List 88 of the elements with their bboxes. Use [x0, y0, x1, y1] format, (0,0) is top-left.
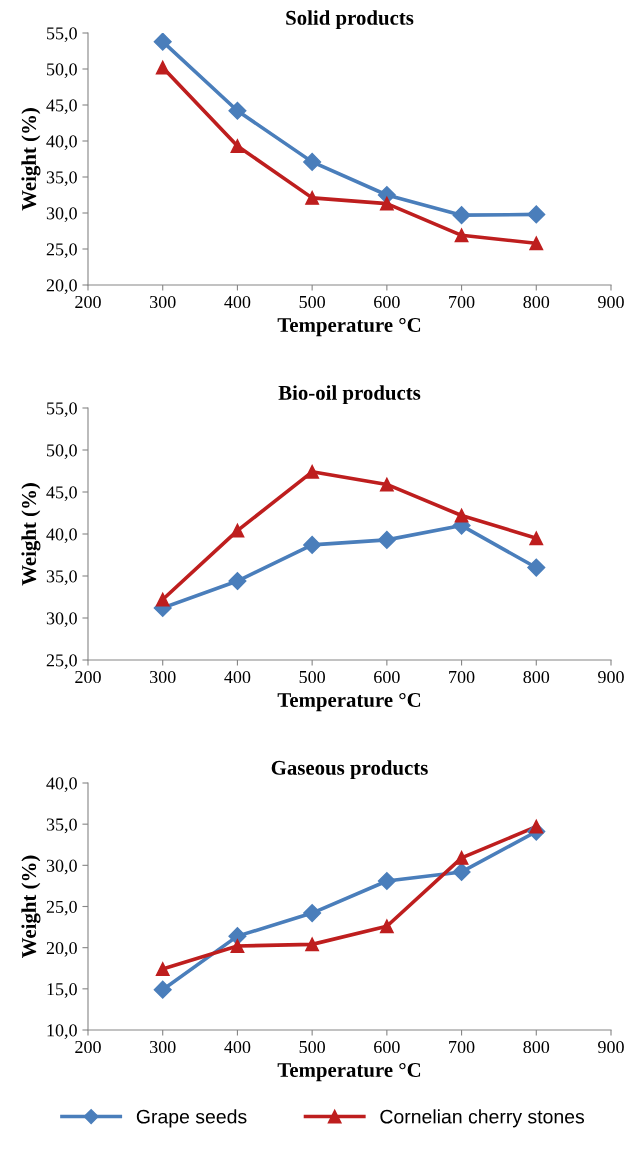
legend-label: Cornelian cherry stones — [380, 1109, 585, 1128]
x-axis-title: Temperature °C — [277, 1062, 421, 1082]
x-tick-label: 900 — [598, 1040, 624, 1054]
point — [452, 862, 471, 881]
x-tick-label: 300 — [150, 670, 176, 684]
x-axis-title: Temperature °C — [277, 692, 421, 712]
point — [377, 871, 396, 891]
y-tick-label: 30,0 — [46, 859, 77, 875]
y-tick-label: 55,0 — [47, 402, 77, 418]
point — [452, 206, 471, 225]
chart-title: Bio-oil products — [278, 385, 421, 405]
y-tick-label: 50,0 — [47, 63, 77, 79]
y-tick-label: 40,0 — [46, 528, 77, 544]
y-axis-title: Weight (%) — [21, 108, 41, 211]
point — [155, 962, 170, 977]
point — [228, 571, 247, 591]
x-tick-label: 300 — [150, 295, 176, 309]
y-tick-label: 25,0 — [46, 900, 77, 916]
point — [305, 190, 320, 205]
point — [529, 531, 544, 546]
point — [379, 919, 394, 934]
y-tick-label: 30,0 — [46, 207, 77, 223]
y-tick-label: 15,0 — [47, 983, 77, 998]
point — [228, 101, 247, 120]
chart-title: Solid products — [286, 10, 414, 30]
y-tick-label: 20,0 — [46, 279, 77, 295]
point — [379, 196, 394, 211]
x-tick-label: 600 — [374, 295, 400, 309]
point — [305, 937, 320, 952]
y-tick-label: 35,0 — [46, 818, 77, 834]
x-tick-label: 200 — [75, 1040, 101, 1054]
x-axis-title: Temperature °C — [277, 317, 421, 337]
x-tick-label: 600 — [374, 1040, 400, 1054]
x-tick-label: 500 — [299, 295, 325, 309]
y-tick-label: 45,0 — [46, 99, 77, 115]
y-axis-title: Weight (%) — [21, 483, 41, 586]
y-tick-label: 40,0 — [46, 777, 77, 793]
x-tick-label: 800 — [523, 1040, 550, 1054]
point — [454, 508, 469, 523]
y-tick-label: 35,0 — [46, 171, 77, 187]
point — [153, 33, 172, 51]
x-tick-label: 500 — [299, 670, 325, 684]
point — [379, 477, 394, 492]
y-tick-label: 20,0 — [46, 941, 77, 957]
x-tick-label: 400 — [224, 670, 251, 684]
y-tick-label: 55,0 — [47, 27, 77, 43]
y-tick-label: 40,0 — [46, 135, 77, 151]
point — [303, 535, 322, 554]
point — [155, 592, 170, 607]
y-tick-label: 45,0 — [46, 486, 77, 502]
point — [529, 819, 544, 834]
x-tick-label: 500 — [299, 1040, 325, 1054]
x-tick-label: 200 — [75, 670, 101, 684]
point — [230, 523, 245, 538]
x-tick-label: 900 — [598, 670, 624, 684]
y-tick-label: 30,0 — [46, 612, 77, 628]
x-tick-label: 700 — [449, 1040, 475, 1054]
y-tick-label: 25,0 — [46, 654, 77, 670]
y-tick-label: 25,0 — [46, 243, 77, 259]
point — [454, 850, 469, 865]
y-tick-label: 35,0 — [46, 570, 77, 586]
point — [303, 904, 322, 923]
x-tick-label: 600 — [374, 670, 400, 684]
x-tick-label: 300 — [150, 1040, 176, 1054]
point — [155, 60, 170, 75]
x-tick-label: 700 — [449, 295, 475, 309]
legend-label: Grape seeds — [136, 1109, 247, 1128]
point — [230, 939, 245, 953]
chart-title: Gaseous products — [271, 760, 428, 780]
y-tick-label: 50,0 — [47, 444, 77, 460]
x-tick-label: 400 — [224, 295, 251, 309]
point — [527, 205, 546, 224]
point — [305, 464, 320, 479]
x-tick-label: 800 — [523, 670, 550, 684]
point — [230, 139, 245, 153]
point — [529, 236, 544, 251]
x-tick-label: 900 — [598, 295, 624, 309]
x-tick-label: 200 — [75, 295, 101, 309]
point — [377, 530, 396, 549]
y-axis-title: Weight (%) — [21, 855, 41, 958]
point — [527, 558, 546, 577]
x-tick-label: 800 — [523, 295, 550, 309]
point — [454, 228, 469, 243]
x-tick-label: 700 — [449, 670, 475, 684]
x-tick-label: 400 — [224, 1040, 251, 1054]
point — [303, 152, 322, 171]
y-tick-label: 10,0 — [47, 1024, 77, 1040]
point — [153, 980, 172, 999]
